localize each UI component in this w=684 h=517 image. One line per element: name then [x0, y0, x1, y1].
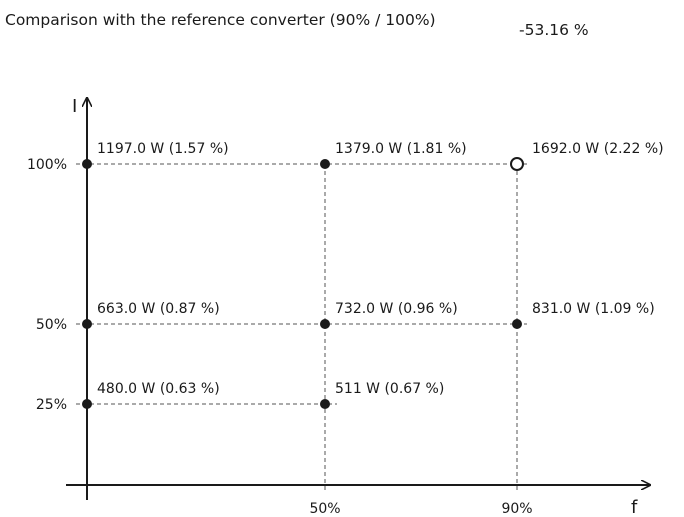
x-tick-label: 50%	[309, 501, 340, 517]
data-point	[320, 319, 330, 329]
data-label: 511 W (0.67 %)	[335, 381, 444, 397]
data-label: 1692.0 W (2.22 %)	[532, 141, 664, 157]
grid-lines	[76, 163, 527, 492]
comparison-label: Comparison with the reference converter …	[5, 11, 436, 29]
x-tick-label: 90%	[501, 501, 532, 517]
data-point	[512, 319, 522, 329]
x-axis-label: f	[631, 497, 638, 517]
data-label: 663.0 W (0.87 %)	[97, 301, 220, 317]
data-point	[82, 159, 92, 169]
data-point	[320, 399, 330, 409]
data-point	[82, 319, 92, 329]
y-tick-label: 50%	[36, 317, 67, 333]
y-tick-label: 100%	[27, 157, 67, 173]
data-label: 732.0 W (0.96 %)	[335, 301, 458, 317]
data-label: 480.0 W (0.63 %)	[97, 381, 220, 397]
comparison-value: -53.16 %	[519, 21, 589, 39]
y-axis-label: I	[72, 96, 77, 117]
data-point	[82, 399, 92, 409]
data-label: 831.0 W (1.09 %)	[532, 301, 655, 317]
data-point-reference	[510, 157, 524, 171]
data-label: 1197.0 W (1.57 %)	[97, 141, 229, 157]
data-point	[320, 159, 330, 169]
data-label: 1379.0 W (1.81 %)	[335, 141, 467, 157]
y-tick-label: 25%	[36, 397, 67, 413]
